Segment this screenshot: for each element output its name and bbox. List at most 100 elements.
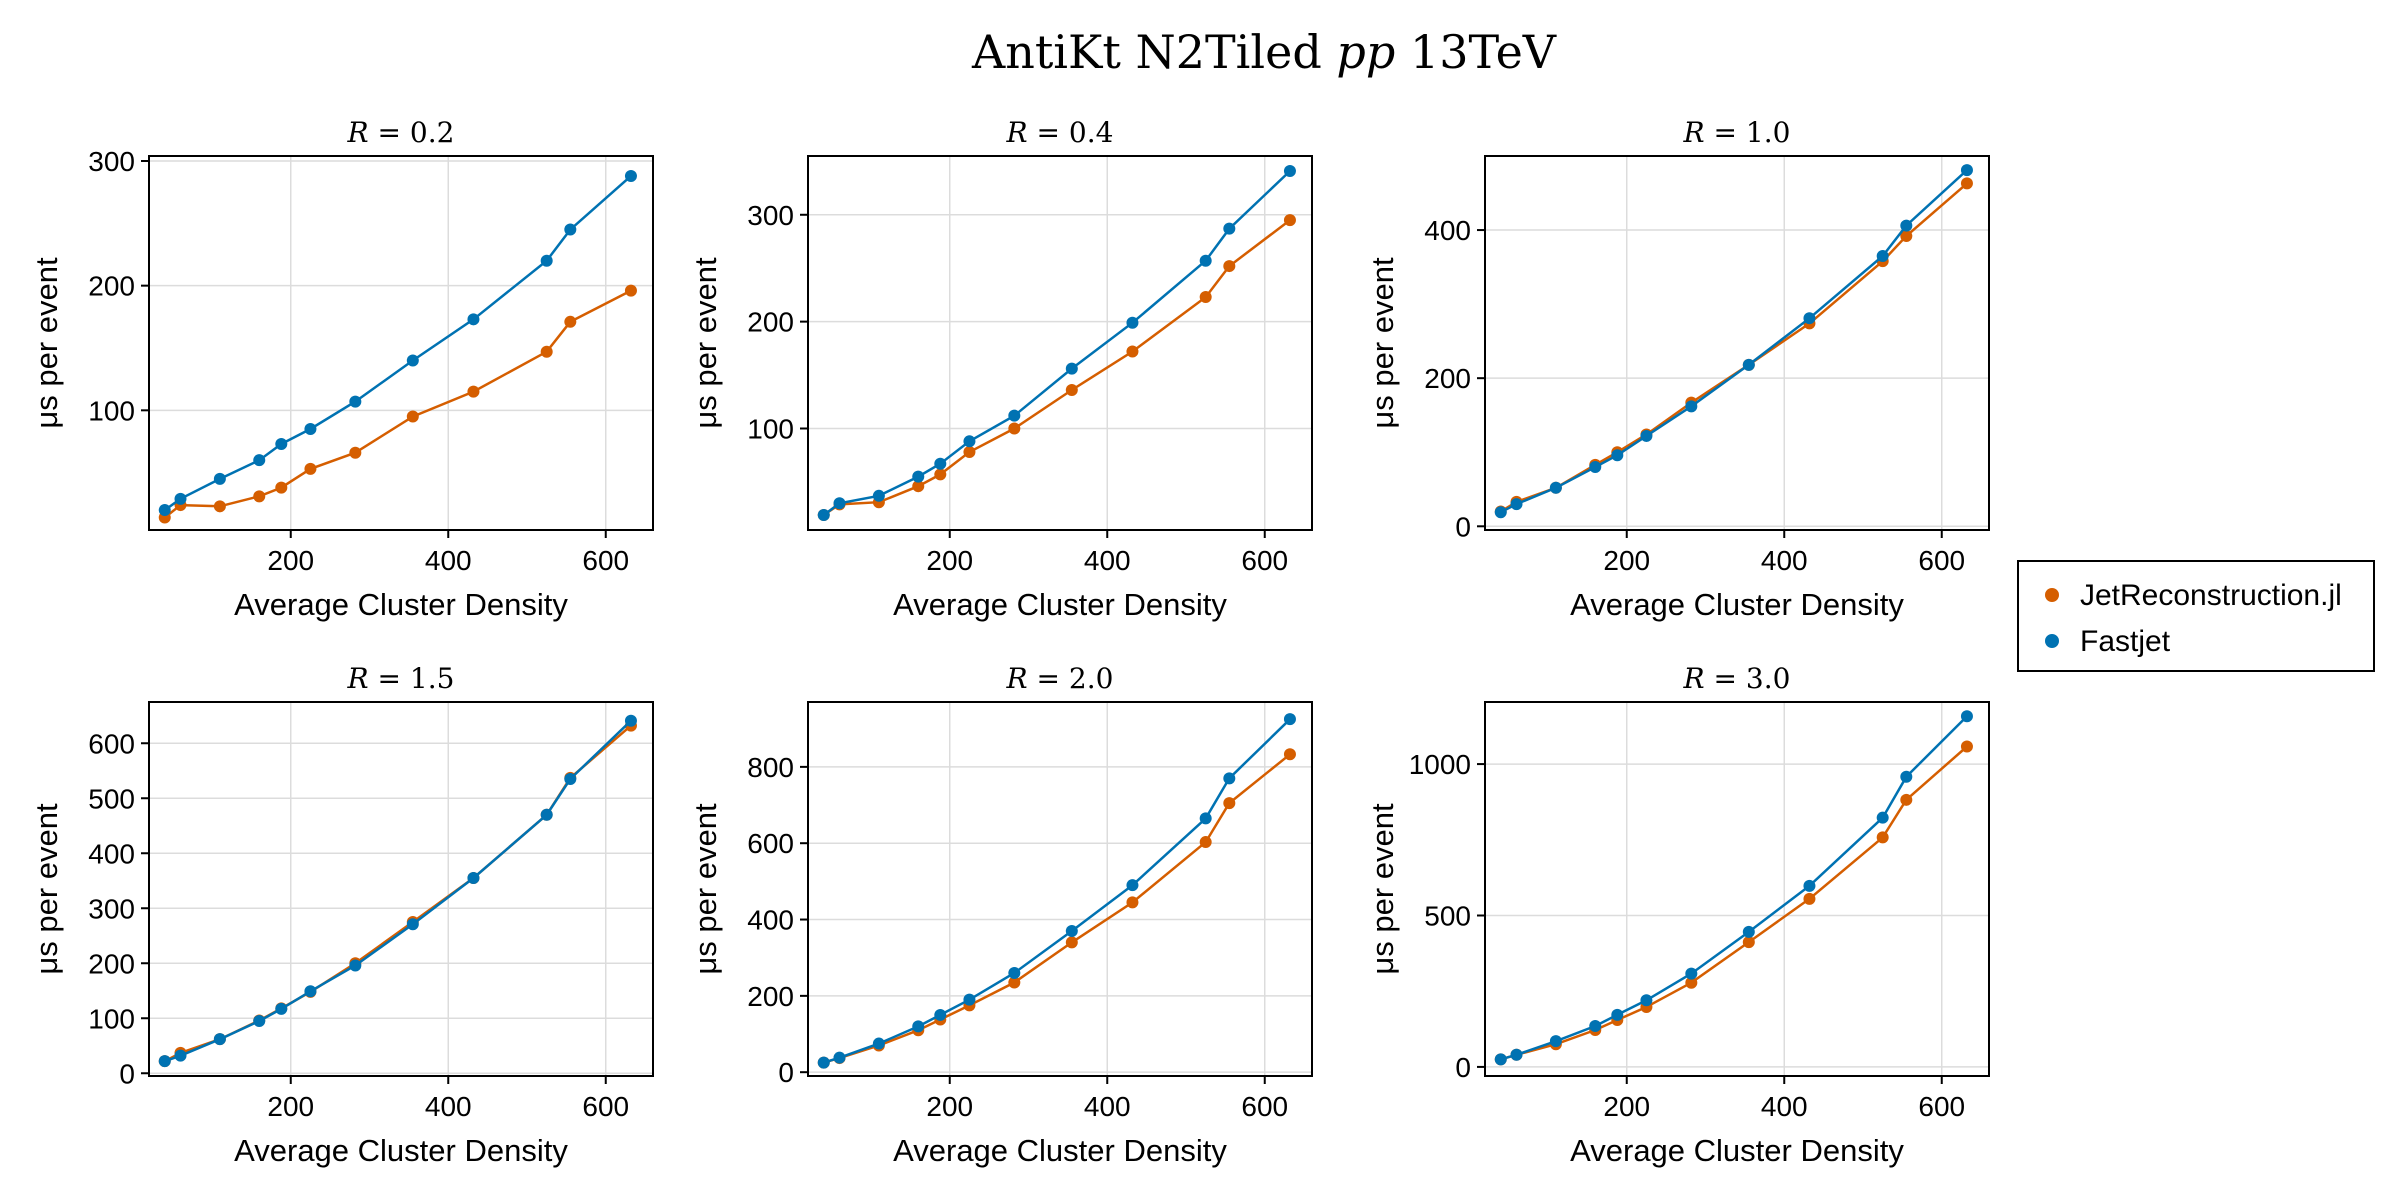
data-point bbox=[1640, 429, 1653, 442]
data-point bbox=[1126, 879, 1139, 892]
data-point bbox=[817, 509, 830, 522]
data-point bbox=[253, 1015, 266, 1027]
x-axis-label: Average Cluster Density bbox=[893, 587, 1227, 622]
plot-frame bbox=[1484, 701, 1990, 1077]
series-line bbox=[164, 719, 632, 1063]
x-axis-label: Average Cluster Density bbox=[1570, 1133, 1904, 1168]
data-point bbox=[1549, 481, 1562, 494]
data-point bbox=[1803, 312, 1816, 325]
series-line bbox=[1500, 169, 1968, 514]
series-line bbox=[164, 289, 632, 519]
data-point bbox=[174, 492, 187, 505]
data-point bbox=[1960, 177, 1973, 190]
data-point bbox=[540, 808, 553, 821]
plot-frame bbox=[807, 701, 1313, 1077]
series-fastjet bbox=[1494, 710, 1973, 1066]
data-point bbox=[934, 457, 947, 470]
subplot-3: 200 400 600 0 200 400 R = 1.0 Average Cluster D… bbox=[1365, 116, 1990, 622]
data-point bbox=[624, 169, 637, 182]
subplot-title-eq: = 3.0 bbox=[1705, 662, 1791, 695]
x-tick-label: 400 bbox=[1761, 545, 1808, 576]
subplot-title: R = 1.0 bbox=[1683, 116, 1791, 149]
subplot-title-var: R bbox=[1006, 662, 1028, 695]
data-point bbox=[1685, 400, 1698, 413]
plot-frame bbox=[148, 701, 654, 1077]
y-tick-label: 100 bbox=[747, 413, 794, 444]
plot-frame bbox=[807, 155, 1313, 531]
data-point bbox=[1960, 164, 1973, 177]
x-tick-label: 200 bbox=[267, 1091, 314, 1122]
data-point bbox=[963, 445, 976, 458]
data-point bbox=[1876, 831, 1889, 844]
data-point bbox=[1008, 966, 1021, 979]
data-point bbox=[1510, 498, 1523, 511]
data-point bbox=[213, 472, 226, 485]
subplot-grid: 200 400 600 100 200 300 R = 0.2 Average Cluster… bbox=[29, 116, 1990, 1168]
x-tick-label: 600 bbox=[1241, 545, 1288, 576]
data-point bbox=[1283, 748, 1296, 761]
data-point bbox=[304, 462, 317, 475]
subplot-1: 200 400 600 100 200 300 R = 0.2 Average Cluster… bbox=[29, 116, 654, 622]
series-line bbox=[1500, 715, 1968, 1061]
subplot-title-var: R bbox=[347, 662, 369, 695]
data-point bbox=[1199, 812, 1212, 825]
subplot-title-eq: = 2.0 bbox=[1028, 662, 1114, 695]
y-tick-label: 600 bbox=[747, 828, 794, 859]
data-point bbox=[275, 481, 288, 494]
data-point bbox=[912, 470, 925, 483]
data-point bbox=[540, 345, 553, 358]
data-point bbox=[912, 480, 925, 493]
subplot-title-var: R bbox=[1006, 116, 1028, 149]
legend-marker bbox=[2045, 588, 2059, 602]
data-point bbox=[1223, 222, 1236, 235]
x-axis-label: Average Cluster Density bbox=[234, 1133, 568, 1168]
data-point bbox=[1611, 449, 1624, 462]
data-point bbox=[1223, 260, 1236, 273]
x-tick-label: 200 bbox=[1603, 1091, 1650, 1122]
data-point bbox=[1900, 770, 1913, 783]
data-point bbox=[253, 454, 266, 467]
x-tick-label: 600 bbox=[1918, 545, 1965, 576]
x-tick-label: 400 bbox=[1084, 1091, 1131, 1122]
data-point bbox=[1900, 219, 1913, 232]
data-point bbox=[1199, 254, 1212, 267]
data-point bbox=[349, 395, 362, 408]
data-point bbox=[1685, 976, 1698, 989]
series-line bbox=[1500, 182, 1968, 513]
series-fastjet bbox=[158, 714, 637, 1068]
y-tick-label: 400 bbox=[88, 838, 135, 869]
subplot-title-eq: = 0.2 bbox=[369, 116, 455, 149]
data-point bbox=[912, 1020, 925, 1033]
data-point bbox=[963, 993, 976, 1006]
data-point bbox=[1283, 214, 1296, 227]
y-tick-label: 0 bbox=[778, 1057, 794, 1088]
data-point bbox=[1494, 1053, 1507, 1066]
figure-title-main: AntiKt N2Tiled bbox=[971, 25, 1322, 79]
series-line bbox=[164, 174, 632, 512]
y-tick-label: 200 bbox=[88, 271, 135, 302]
series-jetreconstruction bbox=[158, 719, 637, 1068]
x-tick-label: 400 bbox=[425, 545, 472, 576]
plot-frame bbox=[148, 155, 654, 531]
y-tick-label: 300 bbox=[747, 200, 794, 231]
subplot-title-eq: = 1.5 bbox=[369, 662, 455, 695]
data-point bbox=[1126, 345, 1139, 358]
data-point bbox=[1065, 936, 1078, 949]
y-tick-label: 200 bbox=[1424, 363, 1471, 394]
series-fastjet bbox=[1494, 164, 1973, 519]
y-tick-label: 400 bbox=[1424, 215, 1471, 246]
data-point bbox=[1960, 710, 1973, 723]
data-point bbox=[1223, 797, 1236, 810]
x-tick-label: 400 bbox=[425, 1091, 472, 1122]
series-line bbox=[823, 219, 1291, 517]
data-point bbox=[158, 1055, 171, 1068]
series-jetreconstruction bbox=[1494, 740, 1973, 1066]
data-point bbox=[1065, 384, 1078, 397]
subplot-title: R = 0.2 bbox=[347, 116, 455, 149]
data-point bbox=[540, 254, 553, 267]
subplot-title: R = 0.4 bbox=[1006, 116, 1114, 149]
data-point bbox=[817, 1056, 830, 1069]
data-point bbox=[1065, 924, 1078, 937]
series-line bbox=[823, 170, 1291, 517]
